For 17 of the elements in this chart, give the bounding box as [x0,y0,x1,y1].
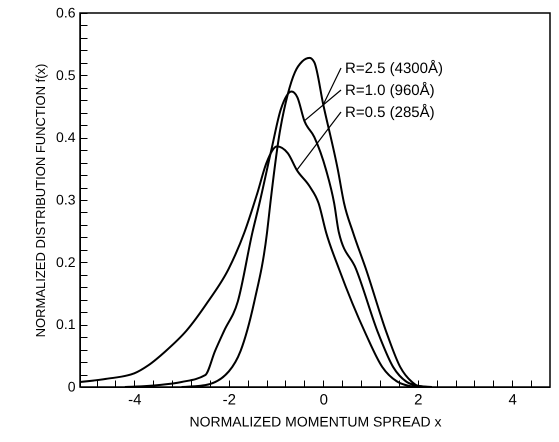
y-tick-label: 0 [68,378,76,394]
x-tick-label: 0 [320,392,328,408]
x-tick-label: 2 [414,392,422,408]
text: R=1.0 (960Å) [345,81,435,99]
text: R=0.5 (285Å) [345,103,435,121]
y-axis-title: NORMALIZED DISTRIBUTION FUNCTION f(x) [33,64,48,338]
x-axis-title: NORMALIZED MOMENTUM SPREAD x [189,414,442,430]
y-tick-label: 0.3 [56,192,76,208]
x-tick-label: -2 [222,392,236,408]
y-tick-label: 0.1 [56,316,76,332]
y-tick-label: 0.2 [56,254,76,270]
y-tick-label: 0.5 [56,66,76,83]
y-tick-label: 0.6 [56,4,76,20]
y-tick-label: 0.4 [56,129,76,146]
x-tick-label: -4 [128,392,142,408]
x-tick-label: 4 [508,392,517,408]
series-label: R=2.5 (4300Å) [345,59,443,77]
